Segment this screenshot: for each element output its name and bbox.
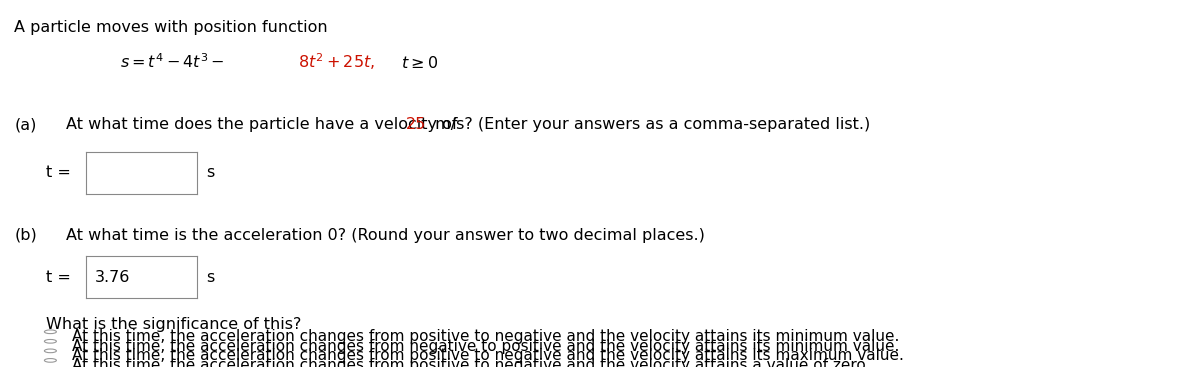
Text: 25: 25 bbox=[406, 117, 426, 132]
Text: s: s bbox=[206, 165, 215, 180]
Text: At this time, the acceleration changes from positive to negative and the velocit: At this time, the acceleration changes f… bbox=[72, 348, 904, 363]
Text: $\quad t \geq 0$: $\quad t \geq 0$ bbox=[386, 55, 439, 71]
Text: t =: t = bbox=[46, 270, 71, 284]
Text: m/s? (Enter your answers as a comma-separated list.): m/s? (Enter your answers as a comma-sepa… bbox=[430, 117, 870, 132]
Text: $8t^2 + 25t,$: $8t^2 + 25t,$ bbox=[298, 51, 374, 72]
Text: At what time does the particle have a velocity of: At what time does the particle have a ve… bbox=[66, 117, 463, 132]
Text: (a): (a) bbox=[14, 117, 37, 132]
Text: At this time, the acceleration changes from positive to negative and the velocit: At this time, the acceleration changes f… bbox=[72, 329, 899, 344]
Text: s: s bbox=[206, 270, 215, 284]
Text: $s = t^4 - 4t^3 - $: $s = t^4 - 4t^3 - $ bbox=[120, 52, 224, 71]
Text: A particle moves with position function: A particle moves with position function bbox=[14, 20, 328, 35]
Text: (b): (b) bbox=[14, 228, 37, 243]
Text: At this time, the acceleration changes from negative to positive and the velocit: At this time, the acceleration changes f… bbox=[72, 339, 899, 354]
Text: At what time is the acceleration 0? (Round your answer to two decimal places.): At what time is the acceleration 0? (Rou… bbox=[66, 228, 704, 243]
Text: What is the significance of this?: What is the significance of this? bbox=[46, 317, 301, 333]
Text: At this time, the acceleration changes from positive to negative and the velocit: At this time, the acceleration changes f… bbox=[72, 358, 870, 367]
Text: t =: t = bbox=[46, 165, 71, 180]
Text: 3.76: 3.76 bbox=[95, 270, 131, 285]
